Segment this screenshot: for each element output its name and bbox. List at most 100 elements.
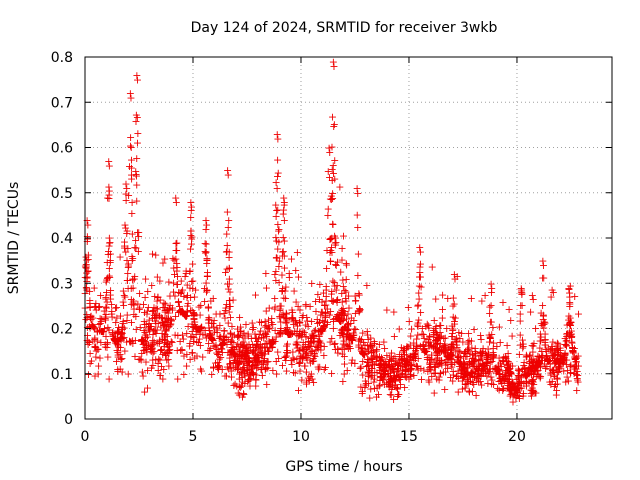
data-point: + <box>549 370 558 383</box>
data-point: + <box>222 245 231 258</box>
data-point: + <box>107 298 116 311</box>
data-point: + <box>532 361 541 374</box>
data-point: + <box>387 389 396 402</box>
data-point: + <box>337 287 346 300</box>
data-point: + <box>85 301 94 314</box>
data-point: + <box>131 310 140 323</box>
data-point: + <box>413 320 422 333</box>
data-point: + <box>170 268 179 281</box>
data-point: + <box>116 341 125 354</box>
data-point: + <box>204 301 213 314</box>
data-point: + <box>361 378 370 391</box>
data-point: + <box>138 370 147 383</box>
data-point: + <box>503 379 512 392</box>
data-point: + <box>446 346 455 359</box>
data-point: + <box>545 354 554 367</box>
data-point: + <box>385 353 394 366</box>
data-point: + <box>152 309 161 322</box>
data-point: + <box>87 318 96 331</box>
data-point: + <box>287 311 296 324</box>
data-point: + <box>310 332 319 345</box>
data-point: + <box>332 310 341 323</box>
data-point: + <box>149 304 158 317</box>
data-point: + <box>281 316 290 329</box>
data-point: + <box>369 349 378 362</box>
data-point: + <box>339 313 348 326</box>
data-point: + <box>302 343 311 356</box>
data-point: + <box>543 354 552 367</box>
data-point: + <box>545 375 554 388</box>
data-point: + <box>355 302 364 315</box>
data-point: + <box>520 362 529 375</box>
data-point: + <box>180 309 189 322</box>
data-point: + <box>522 375 531 388</box>
data-point: + <box>133 136 142 149</box>
data-point: + <box>363 339 372 352</box>
data-point: + <box>151 353 160 366</box>
data-point: + <box>234 357 243 370</box>
data-point: + <box>548 351 557 364</box>
data-point: + <box>321 306 330 319</box>
data-point: + <box>398 357 407 370</box>
data-point: + <box>364 367 373 380</box>
data-point: + <box>474 357 483 370</box>
data-point: + <box>120 219 129 232</box>
data-point: + <box>411 352 420 365</box>
data-point: + <box>222 331 231 344</box>
data-point: + <box>454 351 463 364</box>
data-point: + <box>318 324 327 337</box>
data-point: + <box>201 237 210 250</box>
data-point: + <box>385 380 394 393</box>
data-point: + <box>305 353 314 366</box>
data-point: + <box>425 363 434 376</box>
data-point: + <box>212 347 221 360</box>
data-point: + <box>543 354 552 367</box>
data-point: + <box>381 359 390 372</box>
data-point: + <box>461 367 470 380</box>
data-point: + <box>330 312 339 325</box>
data-point: + <box>302 351 311 364</box>
data-point: + <box>291 337 300 350</box>
data-point: + <box>473 370 482 383</box>
data-point: + <box>399 344 408 357</box>
data-point: + <box>249 344 258 357</box>
data-point: + <box>204 314 213 327</box>
data-point: + <box>568 346 577 359</box>
data-point: + <box>406 339 415 352</box>
data-point: + <box>104 155 113 168</box>
data-point: + <box>340 321 349 334</box>
data-point: + <box>179 350 188 363</box>
data-point: + <box>573 374 582 387</box>
data-point: + <box>233 356 242 369</box>
data-point: + <box>566 315 575 328</box>
data-point: + <box>360 344 369 357</box>
data-point: + <box>230 349 239 362</box>
data-point: + <box>82 259 91 272</box>
data-point: + <box>188 325 197 338</box>
data-point: + <box>126 87 135 100</box>
data-point: + <box>456 367 465 380</box>
data-point: + <box>108 330 117 343</box>
data-point: + <box>110 333 119 346</box>
data-point: + <box>481 362 490 375</box>
data-point: + <box>134 245 143 258</box>
data-point: + <box>265 337 274 350</box>
data-point: + <box>175 335 184 348</box>
data-point: + <box>527 367 536 380</box>
data-point: + <box>433 358 442 371</box>
data-point: + <box>362 279 371 292</box>
data-point: + <box>181 270 190 283</box>
data-point: + <box>409 351 418 364</box>
data-point: + <box>176 305 185 318</box>
data-point: + <box>251 331 260 344</box>
data-point: + <box>504 362 513 375</box>
data-point: + <box>566 366 575 379</box>
data-point: + <box>448 337 457 350</box>
data-point: + <box>208 317 217 330</box>
data-point: + <box>432 326 441 339</box>
data-point: + <box>312 340 321 353</box>
data-point: + <box>283 326 292 339</box>
data-point: + <box>513 386 522 399</box>
data-point: + <box>464 374 473 387</box>
data-point: + <box>235 344 244 357</box>
